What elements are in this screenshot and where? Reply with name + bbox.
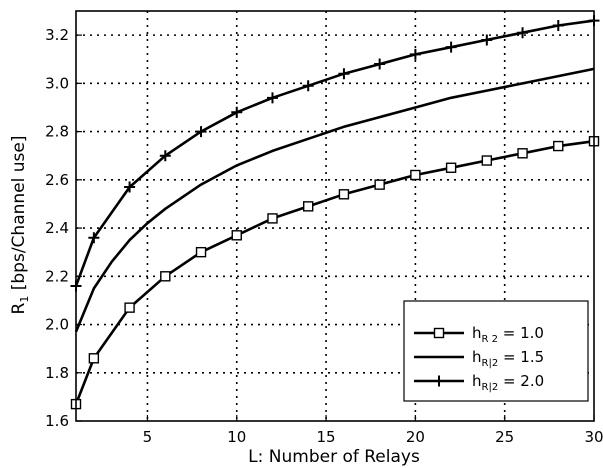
- plus-marker: [231, 106, 243, 118]
- legend-label-value: = 2.0: [498, 372, 544, 390]
- plus-marker: [124, 181, 136, 193]
- y-tick-label: 1.6: [45, 412, 69, 430]
- square-marker: [410, 169, 421, 181]
- plus-marker: [445, 41, 457, 53]
- plus-marker: [88, 232, 100, 244]
- y-tick-label: 3.2: [45, 26, 69, 44]
- square-marker: [195, 246, 207, 258]
- y-tick-label: 2.8: [45, 123, 69, 141]
- legend-box: [403, 300, 589, 402]
- y-tick-label: 3.0: [45, 74, 69, 92]
- plot-frame: [75, 10, 595, 422]
- y-axis-label-main: R: [9, 302, 29, 314]
- y-axis-label: R1 [bps/Channel use]: [9, 136, 31, 315]
- series-line-2: [74, 67, 595, 333]
- y-tick-label: 2.2: [45, 267, 69, 285]
- square-marker: [445, 162, 457, 173]
- plus-marker: [266, 92, 278, 104]
- series-line-3: [74, 19, 595, 287]
- legend-label-main: h: [472, 348, 482, 366]
- x-tick-label: 10: [227, 428, 246, 446]
- square-marker: [433, 327, 445, 339]
- square-marker: [88, 353, 100, 364]
- legend-label-1: hR 2 = 1.0: [472, 324, 544, 345]
- plus-marker: [517, 27, 529, 39]
- legend-label-sub: R|2: [482, 358, 499, 369]
- plus-marker: [552, 19, 564, 31]
- x-tick-label: 25: [495, 428, 514, 446]
- plus-marker: [302, 80, 314, 92]
- plus-marker: [433, 375, 445, 387]
- y-tick-label: 2.0: [45, 316, 69, 334]
- x-tick-label: 5: [143, 428, 153, 446]
- plus-marker: [195, 126, 207, 138]
- legend-label-value: = 1.0: [498, 324, 544, 342]
- square-marker: [303, 201, 314, 212]
- grid-lines: [76, 11, 594, 421]
- square-marker: [553, 140, 564, 152]
- plus-marker: [159, 150, 171, 162]
- plus-marker: [338, 68, 350, 80]
- square-marker: [231, 230, 242, 241]
- x-axis-label: L: Number of Relays: [248, 447, 420, 467]
- y-tick-label: 1.8: [45, 364, 69, 382]
- plus-marker: [374, 58, 386, 70]
- legend-label-main: h: [472, 372, 482, 390]
- y-axis-label-rest: [bps/Channel use]: [9, 136, 29, 296]
- axis-ticks: 5 10 15 20 25 30 1.6 1.8 2.0 2.2 2.4 2.6 2.8 3.0 3.2: [45, 26, 603, 446]
- x-tick-label: 20: [406, 428, 425, 446]
- legend: hR 2 = 1.0hR|2 = 1.5hR|2 = 2.0: [403, 300, 589, 402]
- legend-label-3: hR|2 = 2.0: [472, 372, 544, 393]
- legend-label-sub: R|2: [482, 382, 499, 393]
- legend-label-main: h: [472, 324, 482, 342]
- legend-label-value: = 1.5: [498, 348, 544, 366]
- plus-marker: [409, 48, 421, 60]
- square-marker: [124, 302, 135, 313]
- square-marker: [160, 271, 171, 282]
- y-tick-label: 2.4: [45, 219, 69, 237]
- square-marker: [481, 155, 493, 166]
- y-tick-label: 2.6: [45, 171, 69, 189]
- square-marker: [374, 179, 385, 190]
- x-tick-label: 15: [317, 428, 336, 446]
- series-lines: [74, 19, 595, 405]
- square-marker: [338, 189, 350, 200]
- square-marker: [267, 213, 278, 224]
- y-axis-label-sub: 1: [18, 296, 31, 303]
- legend-label-sub: R 2: [482, 334, 499, 345]
- plus-marker: [481, 34, 493, 46]
- square-marker: [517, 148, 528, 159]
- series-line-1: [74, 139, 595, 405]
- legend-label-2: hR|2 = 1.5: [472, 348, 544, 369]
- x-tick-label: 30: [584, 428, 603, 446]
